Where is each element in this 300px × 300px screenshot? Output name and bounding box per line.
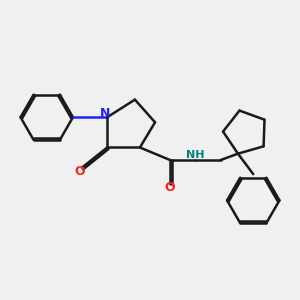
- Text: O: O: [165, 181, 176, 194]
- Text: N: N: [100, 107, 110, 120]
- Text: O: O: [74, 165, 85, 178]
- Text: NH: NH: [186, 150, 205, 160]
